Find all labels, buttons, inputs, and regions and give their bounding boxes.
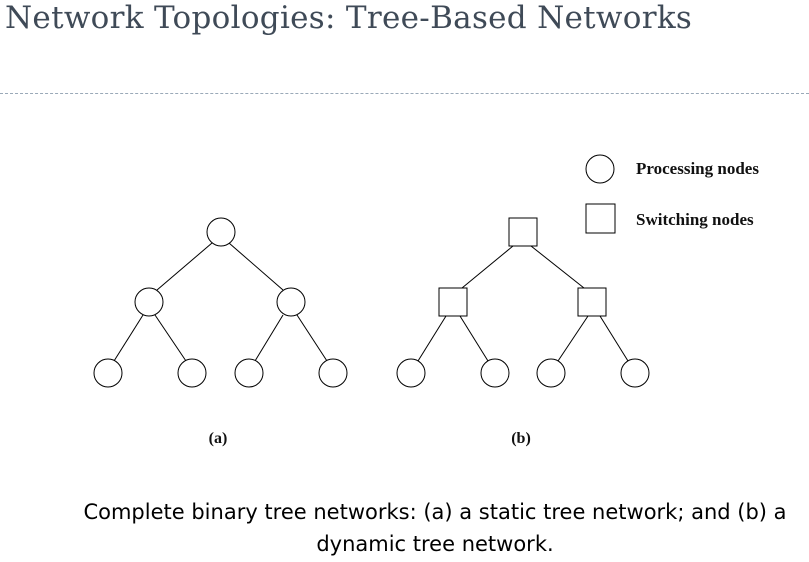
title-divider [0,93,809,94]
legend-processing-label: Processing nodes [636,159,759,178]
processing-node [480,358,510,388]
edge [459,315,489,362]
processing-node [177,358,207,388]
switching-node [508,217,538,247]
edge [530,245,585,289]
switching-node [577,287,607,317]
legend-switching-symbol [585,203,616,234]
edge [599,315,629,362]
processing-node [134,287,164,317]
edge [417,315,447,362]
tree-a-nodes [93,217,348,388]
legend [585,154,616,234]
edge [156,242,213,291]
edge [154,314,187,362]
legend-switching-label: Switching nodes [636,210,754,229]
edge [228,242,284,291]
tree-b-nodes [396,217,650,388]
processing-node [318,358,348,388]
legend-processing-symbol [585,154,615,184]
caption-line-1: Complete binary tree networks: (a) a sta… [83,500,787,524]
tree-b-edges [417,245,629,362]
edge [461,245,514,289]
processing-node [536,358,566,388]
caption-line-2: dynamic tree network. [316,532,554,556]
processing-node [276,287,306,317]
processing-node [620,358,650,388]
processing-node [396,358,426,388]
edge [254,314,284,362]
processing-node [206,217,236,247]
edge [113,314,144,362]
switching-node [438,287,468,317]
processing-node [234,358,264,388]
tree-a-edges [113,242,328,362]
figure-caption: Complete binary tree networks: (a) a sta… [60,496,809,560]
diagram-a-label: (a) [209,430,228,447]
slide-title: Network Topologies: Tree-Based Networks [5,0,693,36]
diagram-b-label: (b) [511,430,531,447]
edge [557,315,589,362]
processing-node [93,358,123,388]
edge [296,314,328,362]
